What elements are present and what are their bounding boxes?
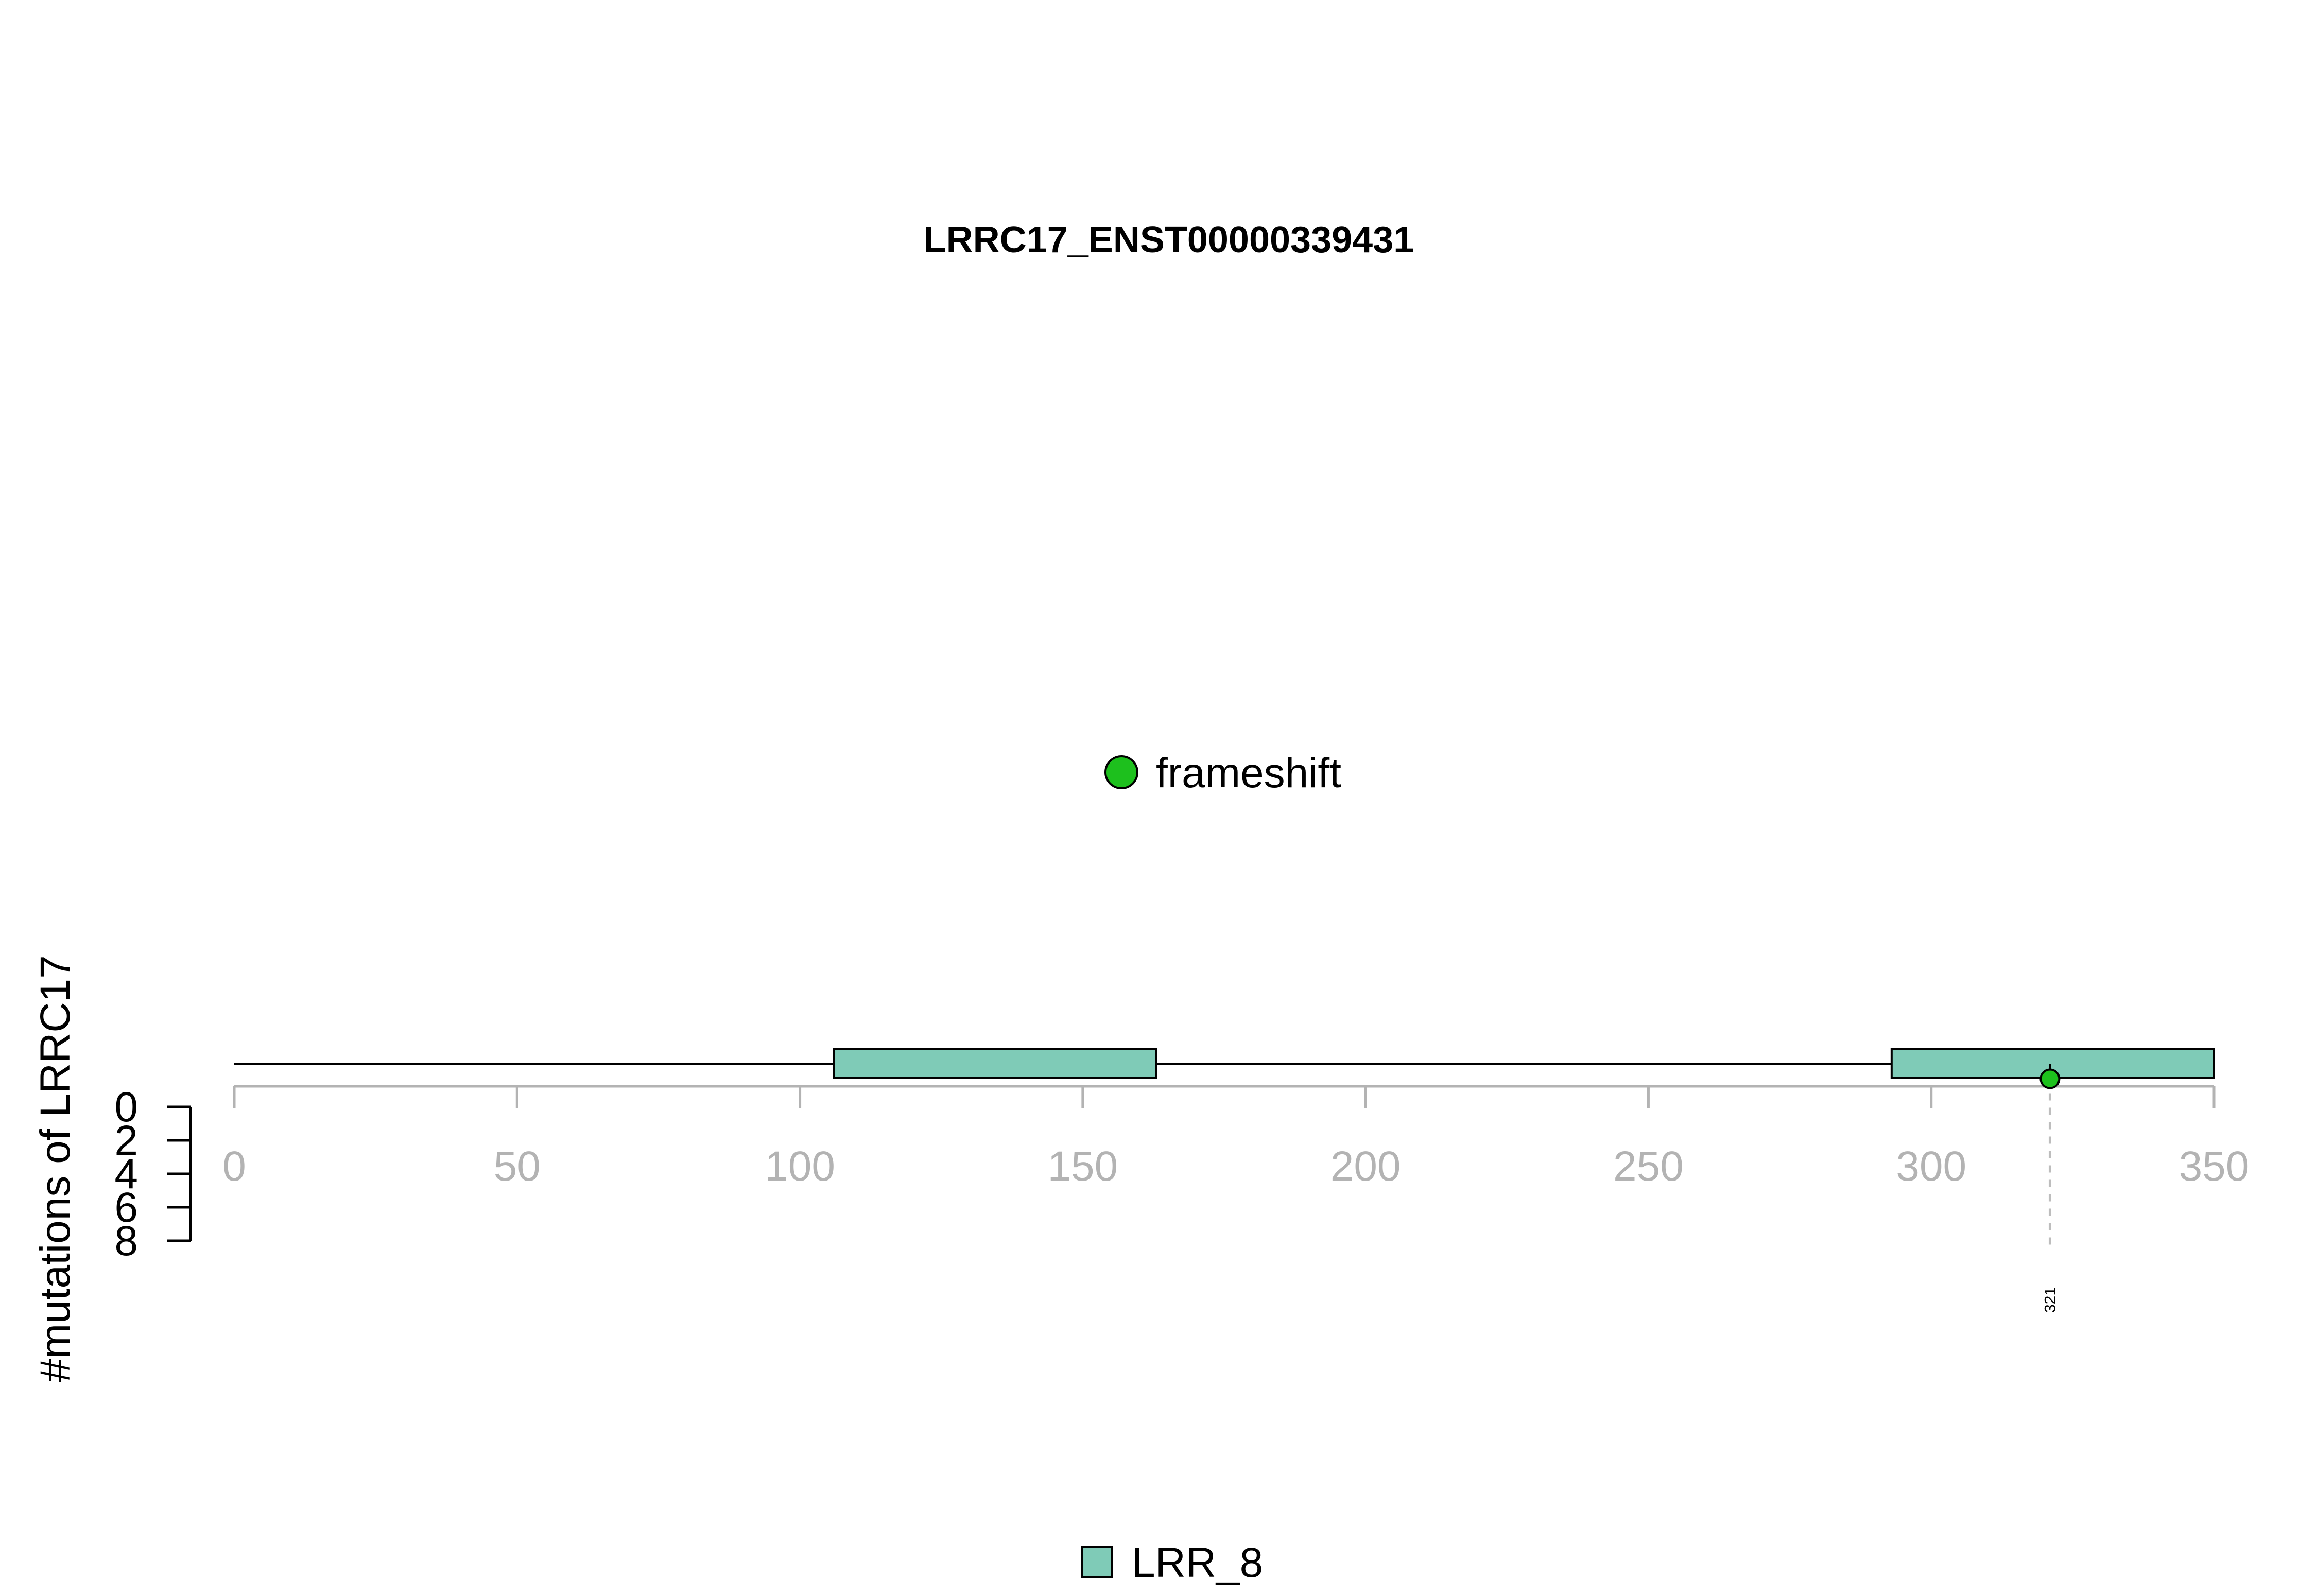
y-tick-label: 6 (114, 1184, 138, 1231)
legend-frameshift-label: frameshift (1156, 750, 1341, 796)
y-tick-label: 8 (114, 1218, 138, 1264)
y-tick-label: 0 (114, 1084, 138, 1131)
x-tick-label: 0 (222, 1143, 246, 1190)
domain-box-1 (833, 1048, 1157, 1079)
x-tick-label: 200 (1330, 1143, 1401, 1190)
y-tick-label: 4 (114, 1151, 138, 1198)
domain-legend: LRR_8 (1081, 1539, 1263, 1586)
chart-title: LRRC17_ENST00000339431 (924, 219, 1414, 261)
x-axis: 0 50 100 150 200 250 300 350 (222, 1085, 2250, 1190)
x-tick-label: 300 (1896, 1143, 1966, 1190)
domain-boxes (833, 1048, 2215, 1079)
legend-domain-swatch (1081, 1546, 1113, 1578)
legend-domain-label: LRR_8 (1132, 1539, 1263, 1586)
mutation-position-label: 321 (2042, 1287, 2059, 1313)
x-tick-label: 100 (765, 1143, 835, 1190)
x-tick-label: 150 (1047, 1143, 1118, 1190)
mutation-legend: frameshift (1104, 750, 1341, 796)
y-tick-label: 2 (114, 1117, 138, 1164)
mutation-lollipops: 321 (2039, 1064, 2061, 1313)
x-tick-label: 50 (494, 1143, 541, 1190)
x-tick-label: 250 (1613, 1143, 1684, 1190)
legend-frameshift-marker (1104, 755, 1138, 789)
x-tick-label: 350 (2179, 1143, 2250, 1190)
mutation-point (2039, 1068, 2061, 1089)
y-axis-label: #mutations of LRRC17 (32, 955, 79, 1382)
